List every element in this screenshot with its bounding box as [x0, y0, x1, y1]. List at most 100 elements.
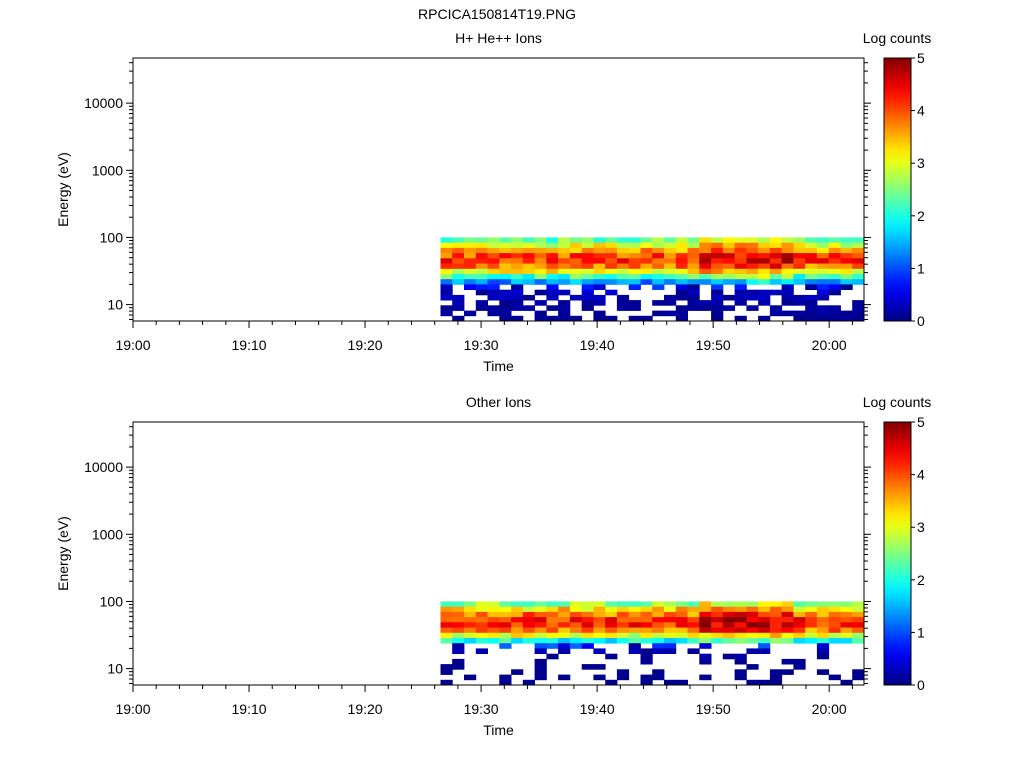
heatmap-cell	[805, 253, 818, 259]
heatmap-cell	[581, 638, 594, 644]
heatmap-cell	[628, 253, 641, 259]
heatmap-cell	[534, 279, 547, 285]
heatmap-cell	[581, 284, 594, 290]
heatmap-cell	[640, 606, 653, 613]
y-axis-label: Energy (eV)	[55, 152, 71, 227]
heatmap-cell	[828, 263, 841, 270]
heatmap-cell	[852, 632, 865, 639]
heatmap-cell	[464, 263, 477, 270]
heatmap-cell	[805, 315, 818, 322]
heatmap-cell	[452, 274, 465, 280]
heatmap-cell	[711, 606, 724, 613]
colorbar-tick-label: 1	[917, 260, 925, 276]
heatmap-cell	[675, 310, 688, 317]
heatmap-cell	[805, 294, 818, 301]
heatmap-cell	[687, 601, 700, 607]
heatmap-cell	[664, 627, 677, 634]
heatmap-cell	[734, 606, 747, 613]
heatmap-cell	[628, 611, 641, 618]
heatmap-cell	[805, 611, 818, 618]
heatmap-cell	[628, 247, 641, 254]
heatmap-cell	[722, 237, 735, 243]
heatmap-cell	[652, 274, 665, 280]
x-tick-label: 19:40	[580, 701, 615, 717]
heatmap-cell	[758, 247, 771, 254]
x-tick-label: 19:10	[232, 701, 267, 717]
heatmap-cell	[758, 268, 771, 275]
heatmap-cell	[687, 622, 700, 628]
heatmap-cell	[840, 253, 853, 259]
heatmap-cell	[852, 601, 865, 607]
heatmap-cell	[511, 601, 524, 607]
heatmap-cell	[734, 300, 747, 306]
heatmap-cell	[781, 253, 794, 259]
heatmap-cell	[711, 294, 724, 301]
heatmap-cell	[534, 627, 547, 634]
y-tick-label: 10000	[84, 95, 123, 111]
heatmap-cell	[464, 627, 477, 634]
heatmap-cell	[758, 632, 771, 639]
heatmap-cell	[746, 279, 759, 285]
heatmap-cell	[734, 274, 747, 280]
heatmap-cell	[769, 242, 783, 249]
heatmap-cell	[546, 632, 559, 639]
heatmap-cell	[828, 627, 841, 634]
heatmap-cell	[487, 606, 500, 613]
heatmap-cell	[511, 315, 524, 322]
heatmap-cell	[511, 627, 524, 634]
heatmap-cell	[569, 279, 583, 285]
heatmap-cell	[675, 258, 688, 264]
heatmap-cell	[558, 632, 571, 639]
colorbar-tick-label: 1	[917, 624, 925, 640]
heatmap-cell	[569, 315, 583, 322]
heatmap-cell	[569, 253, 583, 259]
heatmap-cell	[558, 274, 571, 280]
heatmap-cell	[675, 638, 688, 644]
heatmap-cell	[558, 648, 571, 654]
heatmap-cell	[746, 617, 759, 623]
heatmap-cell	[652, 310, 665, 317]
heatmap-cell	[581, 601, 594, 607]
heatmap-cell	[699, 643, 712, 649]
heatmap-cell	[840, 279, 853, 285]
heatmap-cell	[487, 268, 500, 275]
heatmap-cell	[464, 279, 477, 285]
heatmap-cell	[793, 658, 806, 665]
heatmap-cell	[652, 611, 665, 618]
heatmap-cell	[558, 643, 571, 649]
heatmap-cell	[440, 274, 453, 280]
heatmap-cell	[593, 648, 606, 654]
heatmap-cell	[475, 648, 488, 654]
heatmap-cell	[664, 611, 677, 618]
heatmap-cell	[581, 258, 594, 264]
heatmap-cell	[781, 627, 794, 634]
heatmap-cell	[699, 632, 712, 639]
heatmap-cell	[699, 247, 712, 254]
heatmap-cell	[616, 638, 630, 644]
heatmap-cell	[628, 237, 641, 243]
heatmap-cell	[769, 258, 783, 264]
heatmap-cell	[816, 274, 830, 280]
heatmap-cell	[852, 305, 865, 311]
heatmap-cell	[581, 300, 594, 306]
heatmap-cell	[793, 258, 806, 264]
x-tick-label: 19:10	[232, 337, 267, 353]
heatmap-cell	[546, 247, 559, 254]
heatmap-cell	[758, 294, 771, 301]
heatmap-cell	[475, 289, 488, 296]
heatmap-cell	[734, 258, 747, 264]
heatmap-cell	[640, 627, 653, 634]
heatmap-cell	[675, 247, 688, 254]
heatmap-cell	[793, 237, 806, 243]
heatmap-cell	[464, 617, 477, 623]
heatmap-cell	[769, 611, 783, 618]
heatmap-cell	[546, 315, 559, 322]
heatmap-cell	[440, 247, 453, 254]
heatmap-cell	[828, 638, 841, 644]
heatmap-cell	[593, 237, 606, 243]
colorbar-tick-label: 5	[917, 414, 925, 430]
heatmap-cell	[711, 622, 724, 628]
heatmap-cell	[722, 601, 735, 607]
heatmap-cell	[664, 638, 677, 644]
heatmap-cell	[840, 606, 853, 613]
